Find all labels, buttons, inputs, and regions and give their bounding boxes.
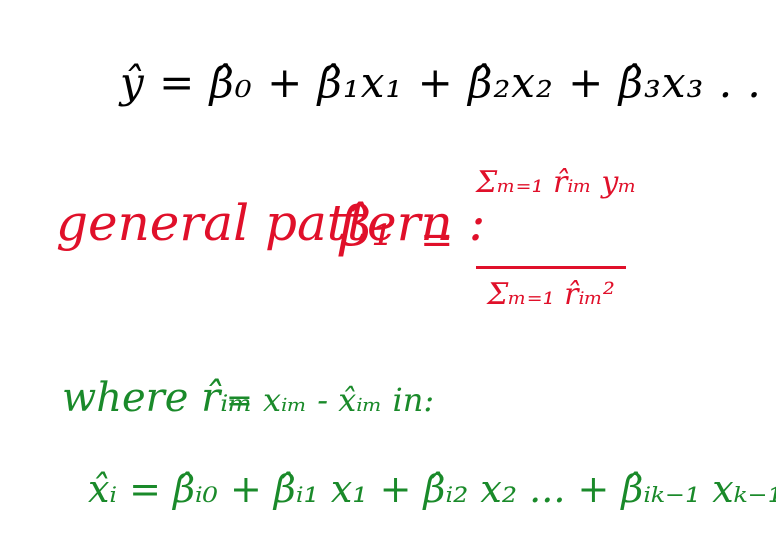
residual-definition: = xᵢₘ - x̂ᵢₘ in: xyxy=(226,381,435,419)
general-pattern-label: general pattern : xyxy=(56,194,486,252)
beta-fraction: Σₘ₌₁ r̂ᵢₘ yₘ Σₘ₌₁ r̂ᵢₘ² xyxy=(476,165,637,348)
fraction-bar xyxy=(476,266,626,269)
where-label: where r̂ᵢₘ xyxy=(62,375,253,421)
regression-equation: ŷ = β̂₀ + β̂₁x₁ + β̂₂x₂ + β̂₃x₃ . . . + … xyxy=(120,58,776,107)
fraction-numerator: Σₘ₌₁ r̂ᵢₘ yₘ xyxy=(476,165,637,200)
beta-hat-lhs: β̂₁ xyxy=(340,195,393,258)
equals-sign: = xyxy=(420,217,454,263)
fraction-denominator: Σₘ₌₁ r̂ᵢₘ² xyxy=(487,277,615,312)
auxiliary-regression-equation: x̂ᵢ = β̂ᵢ₀ + β̂ᵢ₁ x₁ + β̂ᵢ₂ x₂ ... + β̂ᵢ… xyxy=(88,467,776,511)
